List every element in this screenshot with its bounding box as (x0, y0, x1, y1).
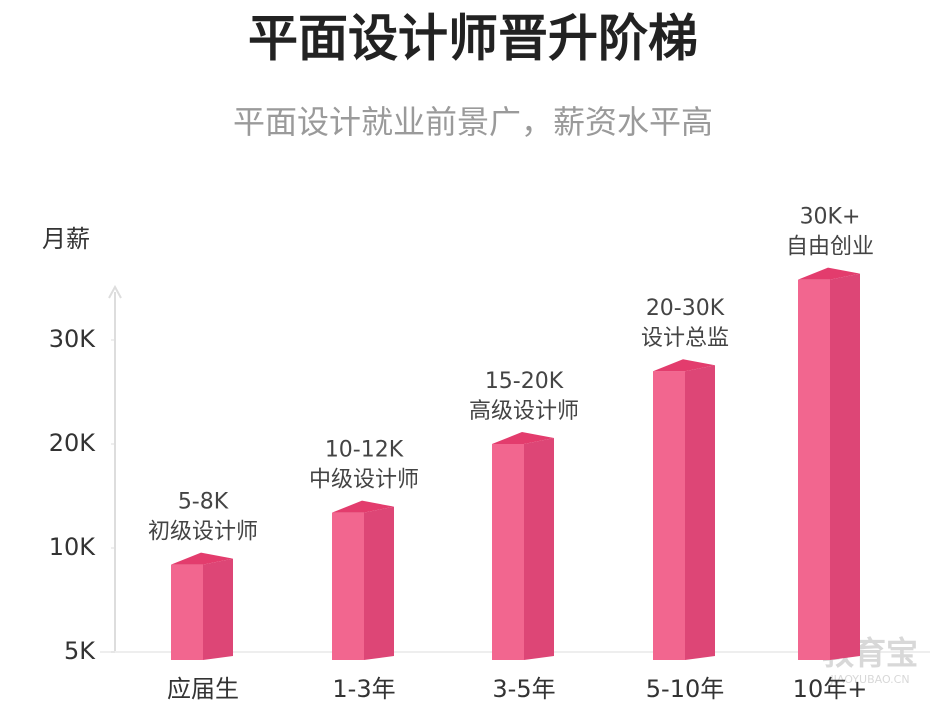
y-tick-label: 20K (49, 429, 97, 457)
range-label: 15-20K (485, 369, 564, 394)
bar-top (171, 552, 233, 565)
bar-side (524, 438, 554, 660)
level-label: 高级设计师 (469, 399, 579, 424)
bar-side (685, 365, 715, 660)
y-axis-arrow (108, 284, 122, 299)
x-tick-label: 1-3年 (332, 675, 395, 703)
level-label: 中级设计师 (309, 468, 419, 493)
range-label: 10-12K (325, 438, 404, 463)
bar (332, 512, 364, 660)
bar-side (203, 558, 233, 660)
chart-subtitle: 平面设计就业前景广，薪资水平高 (233, 103, 713, 141)
range-label: 30K+ (800, 205, 861, 230)
range-label: 5-8K (178, 490, 229, 515)
bar-side (364, 506, 394, 660)
level-label: 设计总监 (641, 326, 729, 351)
bar-side (830, 273, 860, 660)
bar-top (492, 432, 554, 444)
x-tick-label: 应届生 (167, 675, 239, 703)
bar (171, 564, 203, 660)
watermark: JIAOYUBAO.CN (829, 673, 909, 686)
y-axis-label: 月薪 (42, 225, 90, 253)
bar (653, 371, 685, 660)
level-label: 自由创业 (786, 235, 874, 260)
y-tick-label: 10K (49, 533, 97, 561)
range-label: 20-30K (646, 296, 725, 321)
x-tick-label: 5-10年 (646, 675, 724, 703)
bar-top (332, 500, 394, 513)
chart-title: 平面设计师晋升阶梯 (248, 10, 698, 68)
bar (798, 279, 830, 660)
bar-top (798, 267, 860, 280)
x-tick-label: 10年+ (793, 675, 868, 703)
x-tick-label: 3-5年 (492, 675, 555, 703)
y-tick-label: 5K (64, 637, 96, 665)
level-label: 初级设计师 (148, 520, 258, 545)
bar-top (653, 359, 715, 372)
bar (492, 444, 524, 660)
y-tick-label: 30K (49, 325, 97, 353)
